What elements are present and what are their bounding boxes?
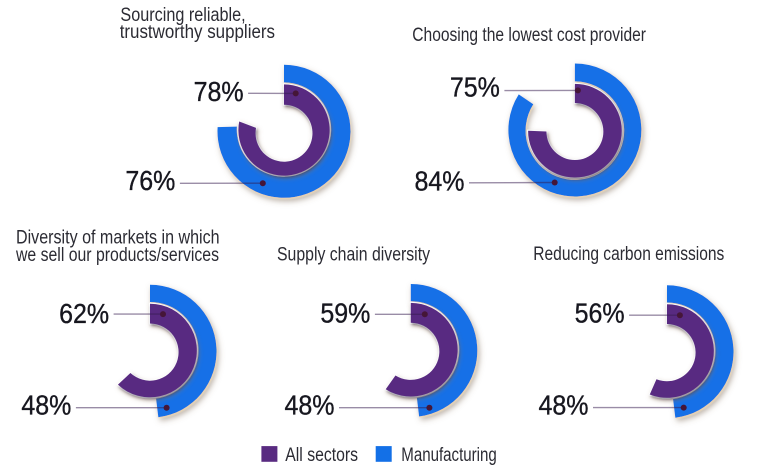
svg-text:Supply chain diversity: Supply chain diversity (277, 244, 430, 265)
svg-text:Sourcing reliable,: Sourcing reliable, (120, 5, 245, 26)
svg-text:75%: 75% (450, 71, 500, 102)
svg-text:All sectors: All sectors (285, 445, 358, 466)
svg-text:62%: 62% (59, 298, 109, 329)
svg-text:48%: 48% (285, 390, 335, 421)
svg-text:we sell our products/services: we sell our products/services (15, 245, 219, 266)
svg-text:Manufacturing: Manufacturing (401, 445, 497, 466)
svg-text:84%: 84% (415, 166, 465, 197)
svg-text:Diversity of markets in which: Diversity of markets in which (16, 228, 220, 249)
svg-text:48%: 48% (21, 390, 71, 421)
svg-text:56%: 56% (575, 297, 625, 328)
svg-text:59%: 59% (320, 298, 370, 329)
svg-text:48%: 48% (539, 389, 589, 420)
svg-text:76%: 76% (125, 165, 175, 196)
svg-text:trustworthy suppliers: trustworthy suppliers (120, 22, 275, 43)
svg-text:78%: 78% (194, 76, 244, 107)
svg-text:Choosing the lowest cost provi: Choosing the lowest cost provider (412, 25, 646, 46)
svg-text:Reducing carbon emissions: Reducing carbon emissions (533, 244, 724, 265)
